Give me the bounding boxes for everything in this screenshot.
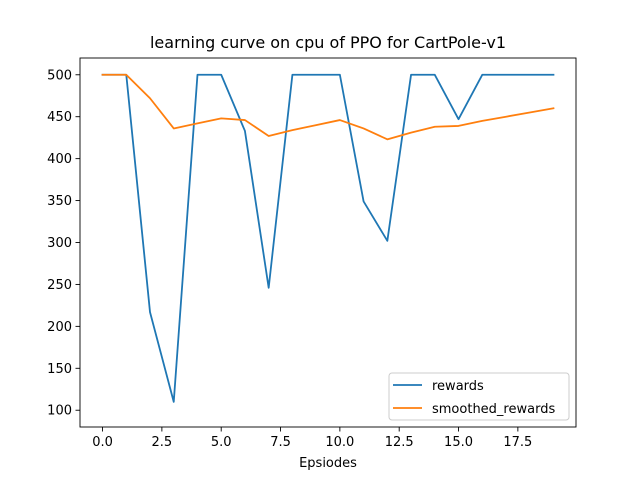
legend-label-1: smoothed_rewards [432,402,555,417]
y-tick-label: 500 [47,68,72,83]
y-tick-label: 150 [47,362,72,377]
y-tick-label: 200 [47,320,72,335]
y-tick-label: 300 [47,236,72,251]
y-tick-label: 350 [47,194,72,209]
x-tick-label: 15.0 [444,435,473,450]
x-tick-label: 7.5 [270,435,291,450]
chart-title: learning curve on cpu of PPO for CartPol… [150,33,506,52]
legend-label-0: rewards [432,379,484,394]
x-tick-label: 5.0 [211,435,232,450]
x-axis-label: Epsiodes [299,456,357,471]
x-tick-label: 2.5 [152,435,173,450]
y-tick-label: 400 [47,152,72,167]
x-tick-label: 17.5 [503,435,532,450]
y-tick-label: 450 [47,110,72,125]
x-tick-label: 0.0 [92,435,113,450]
legend: rewards smoothed_rewards [389,373,569,420]
y-tick-label: 100 [47,404,72,419]
x-tick-label: 12.5 [385,435,414,450]
y-tick-label: 250 [47,278,72,293]
x-tick-label: 10.0 [325,435,354,450]
